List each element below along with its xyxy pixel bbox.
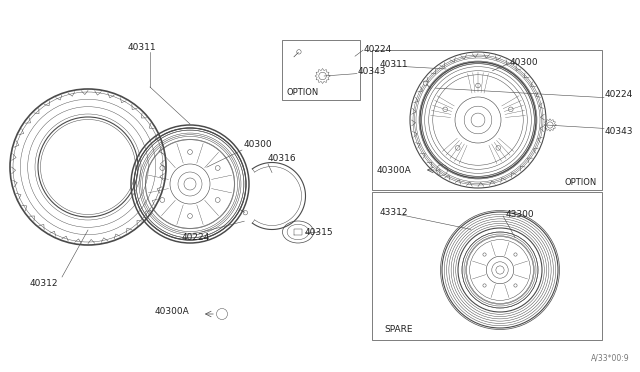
Text: 40311: 40311 <box>380 60 408 68</box>
Text: OPTION: OPTION <box>564 177 597 186</box>
Circle shape <box>297 49 301 54</box>
Text: 40224: 40224 <box>605 90 633 99</box>
Text: 40224: 40224 <box>182 232 211 241</box>
Text: 40311: 40311 <box>128 42 156 51</box>
Bar <box>372 192 602 340</box>
Text: 40312: 40312 <box>30 279 58 289</box>
Bar <box>282 40 360 100</box>
Text: 40224: 40224 <box>364 45 392 54</box>
Text: 40300A: 40300A <box>377 166 412 174</box>
Text: 40316: 40316 <box>268 154 296 163</box>
Text: 40343: 40343 <box>358 67 387 76</box>
Text: 43312: 43312 <box>380 208 408 217</box>
Text: 40300: 40300 <box>510 58 539 67</box>
Text: 40300: 40300 <box>244 140 273 148</box>
Text: 40315: 40315 <box>305 228 333 237</box>
Circle shape <box>423 81 428 85</box>
Text: 43300: 43300 <box>506 209 534 218</box>
Text: OPTION: OPTION <box>287 87 319 96</box>
Text: SPARE: SPARE <box>384 326 413 334</box>
Bar <box>372 50 602 190</box>
Text: 40300A: 40300A <box>155 308 189 317</box>
Text: A/33*00:9: A/33*00:9 <box>591 353 630 362</box>
Text: 40343: 40343 <box>605 127 634 136</box>
Circle shape <box>243 211 248 215</box>
